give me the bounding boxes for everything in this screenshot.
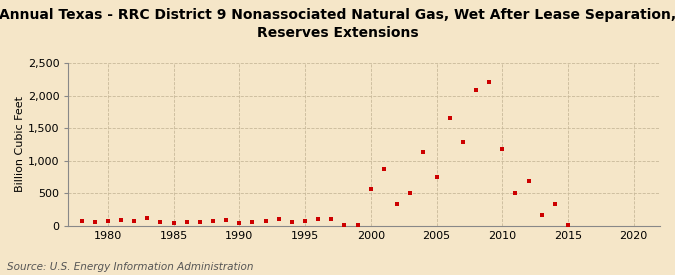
Point xyxy=(418,150,429,155)
Point xyxy=(142,216,153,221)
Point xyxy=(76,218,87,223)
Point xyxy=(484,80,495,84)
Text: Annual Texas - RRC District 9 Nonassociated Natural Gas, Wet After Lease Separat: Annual Texas - RRC District 9 Nonassocia… xyxy=(0,8,675,40)
Point xyxy=(523,179,534,183)
Point xyxy=(168,221,179,225)
Point xyxy=(431,175,442,179)
Point xyxy=(392,202,402,206)
Point xyxy=(313,216,323,221)
Point xyxy=(497,147,508,151)
Point xyxy=(510,191,521,196)
Point xyxy=(536,213,547,217)
Point xyxy=(194,219,205,224)
Point xyxy=(221,218,232,222)
Point xyxy=(115,218,126,222)
Point xyxy=(444,116,455,120)
Point xyxy=(286,219,297,224)
Point xyxy=(562,223,573,227)
Point xyxy=(300,218,310,223)
Point xyxy=(182,220,192,224)
Point xyxy=(155,219,166,224)
Point xyxy=(234,221,245,225)
Point xyxy=(273,216,284,221)
Point xyxy=(103,219,113,223)
Point xyxy=(405,191,416,196)
Point xyxy=(549,202,560,206)
Point xyxy=(129,219,140,223)
Point xyxy=(352,223,363,227)
Point xyxy=(470,87,481,92)
Point xyxy=(89,220,100,224)
Text: Source: U.S. Energy Information Administration: Source: U.S. Energy Information Administ… xyxy=(7,262,253,272)
Y-axis label: Billion Cubic Feet: Billion Cubic Feet xyxy=(15,97,25,192)
Point xyxy=(208,219,219,223)
Point xyxy=(458,140,468,144)
Point xyxy=(261,219,271,223)
Point xyxy=(326,217,337,221)
Point xyxy=(365,187,376,192)
Point xyxy=(379,167,389,171)
Point xyxy=(339,222,350,227)
Point xyxy=(247,220,258,224)
